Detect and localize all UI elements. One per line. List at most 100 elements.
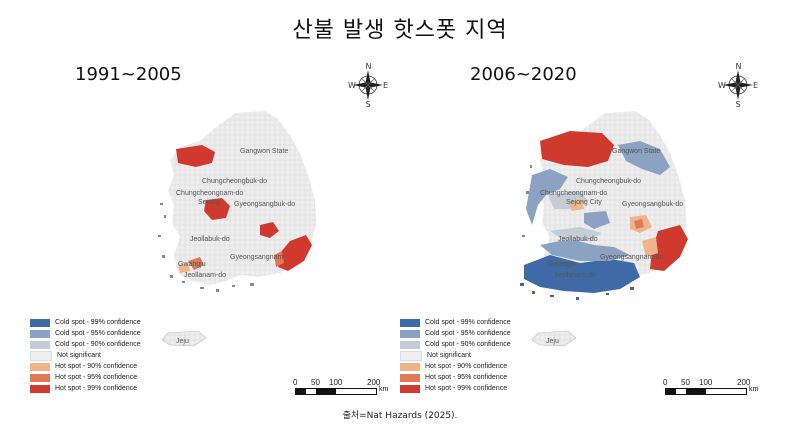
legend-item-hot90: Hot spot - 90% confidence [30, 361, 141, 372]
map-2006-2020 [520, 111, 688, 347]
region-label-gyeongnam: Gyeongsangnam-do [600, 254, 664, 261]
scale-tick-200: 200 [367, 378, 381, 387]
svg-text:W: W [718, 81, 726, 90]
legend-item-cold99: Cold spot - 99% confidence [400, 317, 511, 328]
legend-label-cold90: Cold spot - 90% confidence [55, 341, 141, 348]
legend-item-hot95: Hot spot - 95% confidence [30, 372, 141, 383]
hotspot-gyeonggi [176, 145, 215, 167]
svg-text:N: N [736, 62, 742, 71]
legend-item-hot99: Hot spot - 99% confidence [400, 383, 511, 394]
region-label-gwangju: Gwangju [548, 261, 576, 268]
hotspot-jeonnam-90 [178, 263, 190, 273]
legend-swatch-not_significant [400, 350, 422, 361]
scale-bar-right: 0 50 100 200 km [663, 378, 759, 395]
compass-rose-icon: N S W E [718, 62, 758, 108]
region-label-jeju: Jeju [546, 338, 559, 345]
legend-label-cold99: Cold spot - 99% confidence [55, 319, 141, 326]
legend-label-hot90: Hot spot - 90% confidence [425, 363, 508, 370]
hotspot-gyeongnam-95 [274, 251, 284, 267]
compass-e: E [383, 81, 388, 90]
coldspot-south-99 [524, 255, 640, 293]
legend-label-cold95: Cold spot - 95% confidence [55, 330, 141, 337]
region-label-jeonnam: Jeollanam-do [184, 272, 227, 279]
legend-label-not_significant: Not significant [427, 352, 471, 359]
legend-swatch-hot99 [30, 384, 50, 393]
hotspot-east-coast [650, 225, 688, 271]
compass-s: S [366, 100, 371, 108]
legend-item-hot99: Hot spot - 99% confidence [30, 383, 141, 394]
coldspot-gangwon-east [618, 141, 670, 175]
region-label-jeju: Jeju [176, 338, 189, 345]
panel-label-2006-2020: 2006~2020 [470, 64, 577, 85]
region-label-jeonnam: Jeollanam-do [554, 272, 597, 279]
svg-text:S: S [736, 100, 741, 108]
page-title: 산불 발생 핫스폿 지역 [292, 18, 508, 43]
region-label-gangwon: Gangwon State [240, 148, 289, 155]
legend-label-hot99: Hot spot - 99% confidence [55, 385, 138, 392]
legend-swatch-cold90 [400, 340, 420, 349]
legend-swatch-hot95 [400, 373, 420, 382]
legend-item-cold95: Cold spot - 95% confidence [400, 328, 511, 339]
legend-swatch-cold95 [400, 329, 420, 338]
hotspot-gyeongbuk [260, 222, 279, 238]
scale-tick-100: 100 [329, 378, 343, 387]
compass-n: N [366, 62, 372, 71]
region-label-gyeongbuk: Gyeongsangbuk-do [622, 201, 684, 208]
coldspot-south-95 [540, 239, 630, 261]
compass-w: W [348, 81, 356, 90]
panel-label-1991-2005: 1991~2005 [75, 64, 182, 85]
scale-bar-left: 0 50 100 200 km [293, 378, 388, 395]
legend-label-hot90: Hot spot - 90% confidence [55, 363, 138, 370]
legend-label-hot95: Hot spot - 95% confidence [55, 374, 138, 381]
legend-item-not_significant: Not significant [400, 350, 511, 361]
legend-label-cold99: Cold spot - 99% confidence [425, 319, 511, 326]
scale-tick-50: 50 [311, 378, 320, 387]
legend-label-cold90: Cold spot - 90% confidence [425, 341, 511, 348]
legend-label-not_significant: Not significant [57, 352, 101, 359]
coldspot-west-coast [526, 169, 568, 225]
region-label-chungnam: Chungcheongnam-do [540, 190, 608, 197]
legend-item-cold95: Cold spot - 95% confidence [30, 328, 141, 339]
source-citation: 출처=Nat Hazards (2025). [342, 411, 458, 421]
jeju-island [161, 330, 207, 347]
hotspot-gyeongnam-99 [278, 235, 312, 271]
legend-2006-2020: Cold spot - 99% confidence Cold spot - 95… [400, 317, 511, 394]
jeju-island [531, 330, 577, 347]
region-label-chungnam: Chungcheongnam-do [176, 190, 244, 197]
legend-label-hot99: Hot spot - 99% confidence [425, 385, 508, 392]
hotspot-sejong [204, 198, 230, 220]
legend-item-hot90: Hot spot - 90% confidence [400, 361, 511, 372]
svg-text:E: E [753, 81, 758, 90]
legend-1991-2005: Cold spot - 99% confidence Cold spot - 95… [30, 317, 141, 394]
hotspot-gyeongbuk-95 [634, 219, 644, 229]
region-label-gyeongbuk: Gyeongsangbuk-do [234, 201, 296, 208]
coldspot-south-90 [550, 227, 602, 241]
legend-swatch-hot90 [400, 362, 420, 371]
region-label-gwangju: Gwangju [178, 261, 206, 268]
legend-item-not_significant: Not significant [30, 350, 141, 361]
legend-item-cold90: Cold spot - 90% confidence [400, 339, 511, 350]
legend-swatch-cold99 [30, 318, 50, 327]
compass-rose-icon: N S W E [348, 62, 388, 108]
legend-item-hot95: Hot spot - 95% confidence [400, 372, 511, 383]
map-1991-2005 [158, 111, 316, 347]
legend-swatch-hot95 [30, 373, 50, 382]
legend-swatch-hot99 [400, 384, 420, 393]
scale-tick-0: 0 [293, 378, 298, 387]
legend-swatch-not_significant [30, 350, 52, 361]
legend-swatch-hot90 [30, 362, 50, 371]
region-label-gyeongnam: Gyeongsangnam- [230, 254, 286, 261]
region-label-sejong: Sejong [198, 199, 220, 206]
legend-label-cold95: Cold spot - 95% confidence [425, 330, 511, 337]
legend-item-cold90: Cold spot - 90% confidence [30, 339, 141, 350]
coldspot-center [584, 211, 610, 229]
legend-swatch-cold99 [400, 318, 420, 327]
region-label-jeonbuk: Jeollabuk-do [190, 236, 230, 243]
region-label-gangwon: Gangwon State [612, 148, 661, 155]
region-label-chungbuk: Chungcheongbuk-do [576, 178, 641, 185]
region-label-sejong: Sejong City [566, 199, 602, 206]
region-label-chungbuk: Chungcheongbuk-do [202, 178, 267, 185]
hotspot-east-coast-90 [642, 237, 658, 257]
legend-swatch-cold90 [30, 340, 50, 349]
scale-unit: km [379, 386, 389, 393]
